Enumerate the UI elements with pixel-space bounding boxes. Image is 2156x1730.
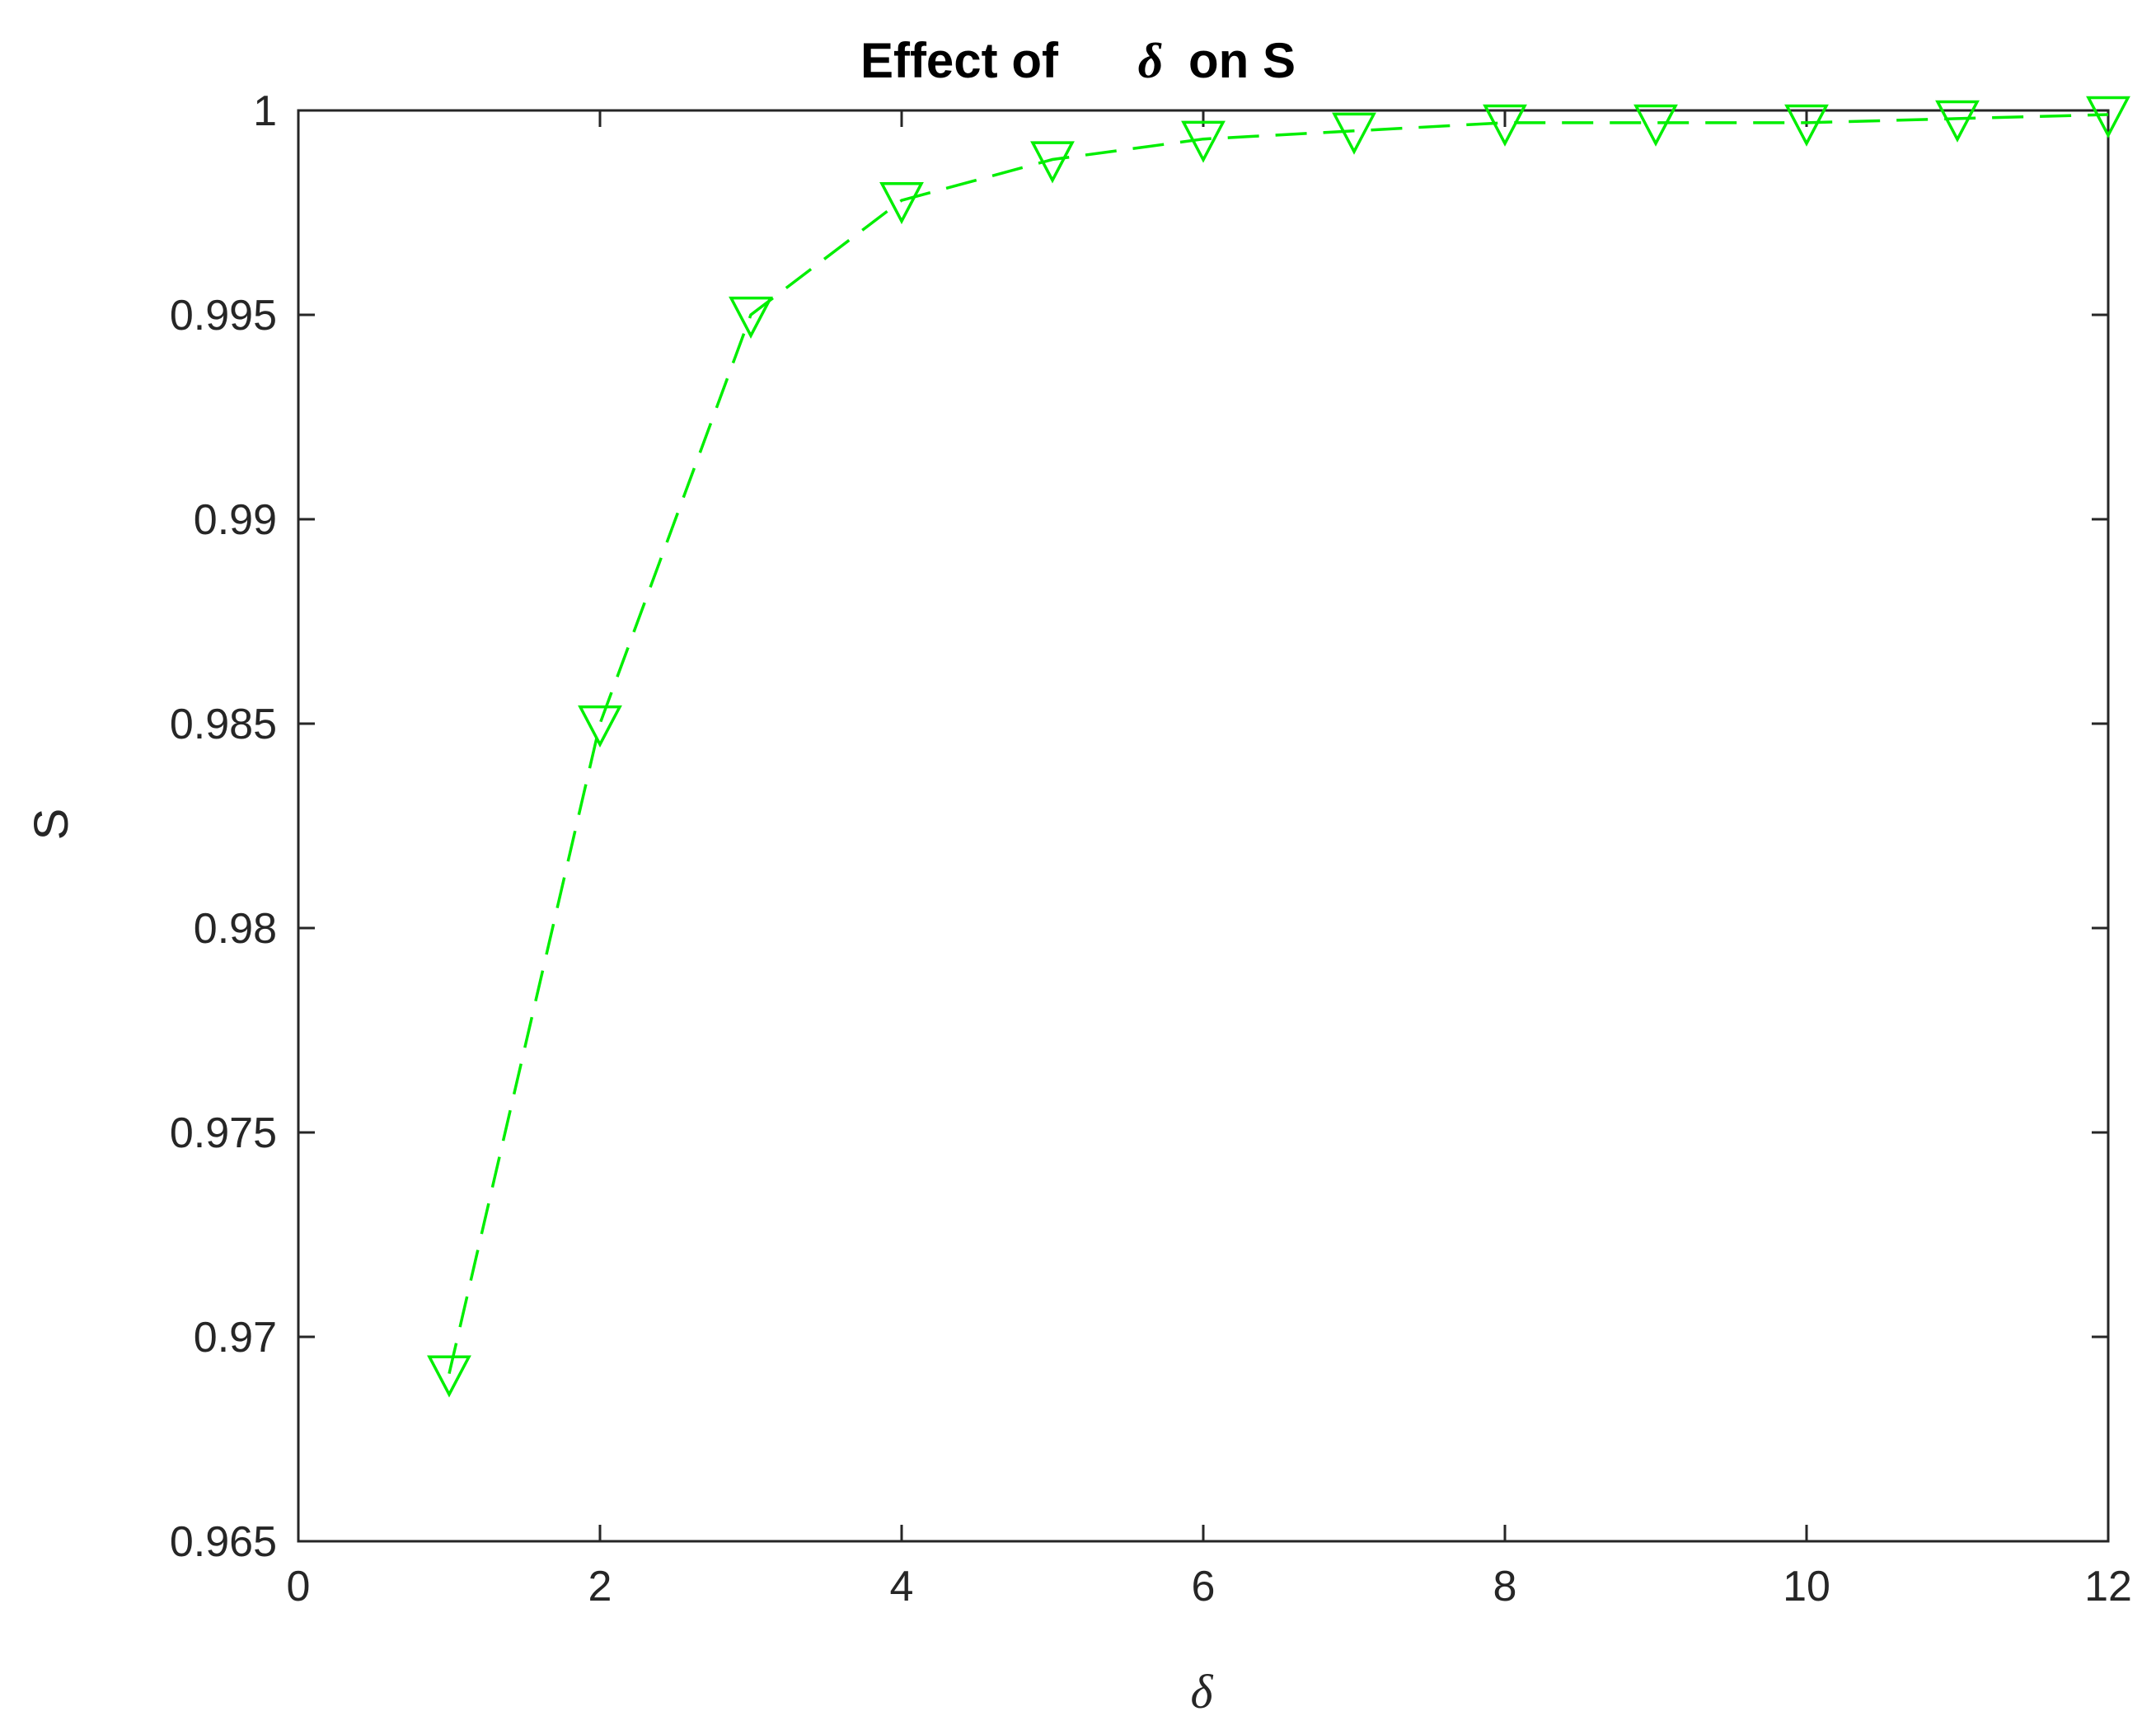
chart-title-prefix: Effect of <box>860 33 1059 88</box>
chart-title-suffix: on S <box>1188 33 1296 88</box>
chart-title: Effect of δ on S <box>860 33 1296 88</box>
plot-area: 0 2 4 6 8 10 12 0.965 0.97 0.975 0.98 0.985 0.99 0.99… <box>170 87 2132 1610</box>
y-tick-label: 0.995 <box>170 292 277 340</box>
data-point-marker <box>1483 104 1527 147</box>
data-point-marker <box>427 1355 471 1398</box>
series-line <box>448 113 2109 1374</box>
x-tick-label: 8 <box>1493 1563 1517 1610</box>
data-point-marker <box>1935 100 1980 143</box>
x-tick-label: 4 <box>890 1563 914 1610</box>
x-tick-label: 2 <box>588 1563 612 1610</box>
y-tick-label: 0.97 <box>194 1314 277 1362</box>
x-tick-label: 12 <box>2084 1563 2132 1610</box>
y-tick-label: 0.98 <box>194 905 277 953</box>
data-point-marker <box>1181 120 1226 163</box>
x-tick-label: 6 <box>1192 1563 1216 1610</box>
y-tick-label: 0.99 <box>194 496 277 544</box>
data-point-marker <box>1332 112 1376 155</box>
y-tick-label: 0.965 <box>170 1518 277 1566</box>
y-tick-label: 1 <box>253 87 277 135</box>
x-axis-label: δ <box>1191 1665 1214 1718</box>
y-tick-label: 0.985 <box>170 701 277 748</box>
chart-title-symbol: δ <box>1138 34 1164 88</box>
data-point-marker <box>1030 141 1075 184</box>
y-tick-label: 0.975 <box>170 1109 277 1157</box>
data-point-marker <box>1784 104 1829 147</box>
data-point-marker <box>1633 104 1678 147</box>
y-axis-label: S <box>25 809 78 841</box>
data-point-marker <box>729 296 773 339</box>
x-tick-label: 10 <box>1783 1563 1830 1610</box>
data-point-marker <box>2086 96 2130 138</box>
data-point-marker <box>879 181 924 225</box>
data-point-marker <box>578 705 622 748</box>
x-tick-label: 0 <box>287 1563 311 1610</box>
